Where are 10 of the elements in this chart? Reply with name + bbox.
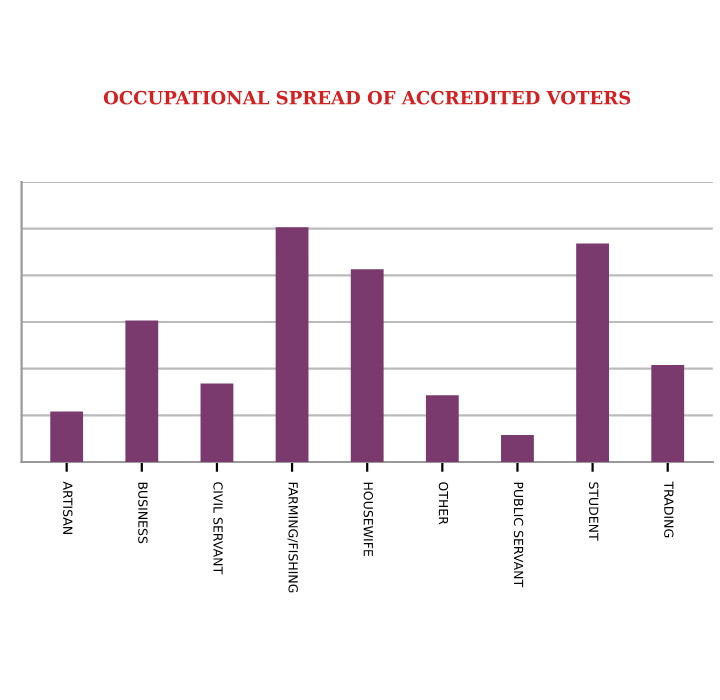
- bar: [50, 411, 84, 462]
- bar: [501, 434, 534, 462]
- bar: [651, 364, 685, 462]
- chart-title: OCCUPATIONAL SPREAD OF ACCREDITED VOTERS: [103, 90, 631, 105]
- bar: [350, 269, 384, 462]
- bar: [275, 227, 309, 462]
- bar: [125, 320, 159, 462]
- bar: [425, 395, 459, 462]
- bar: [576, 243, 610, 462]
- bar: [200, 383, 234, 462]
